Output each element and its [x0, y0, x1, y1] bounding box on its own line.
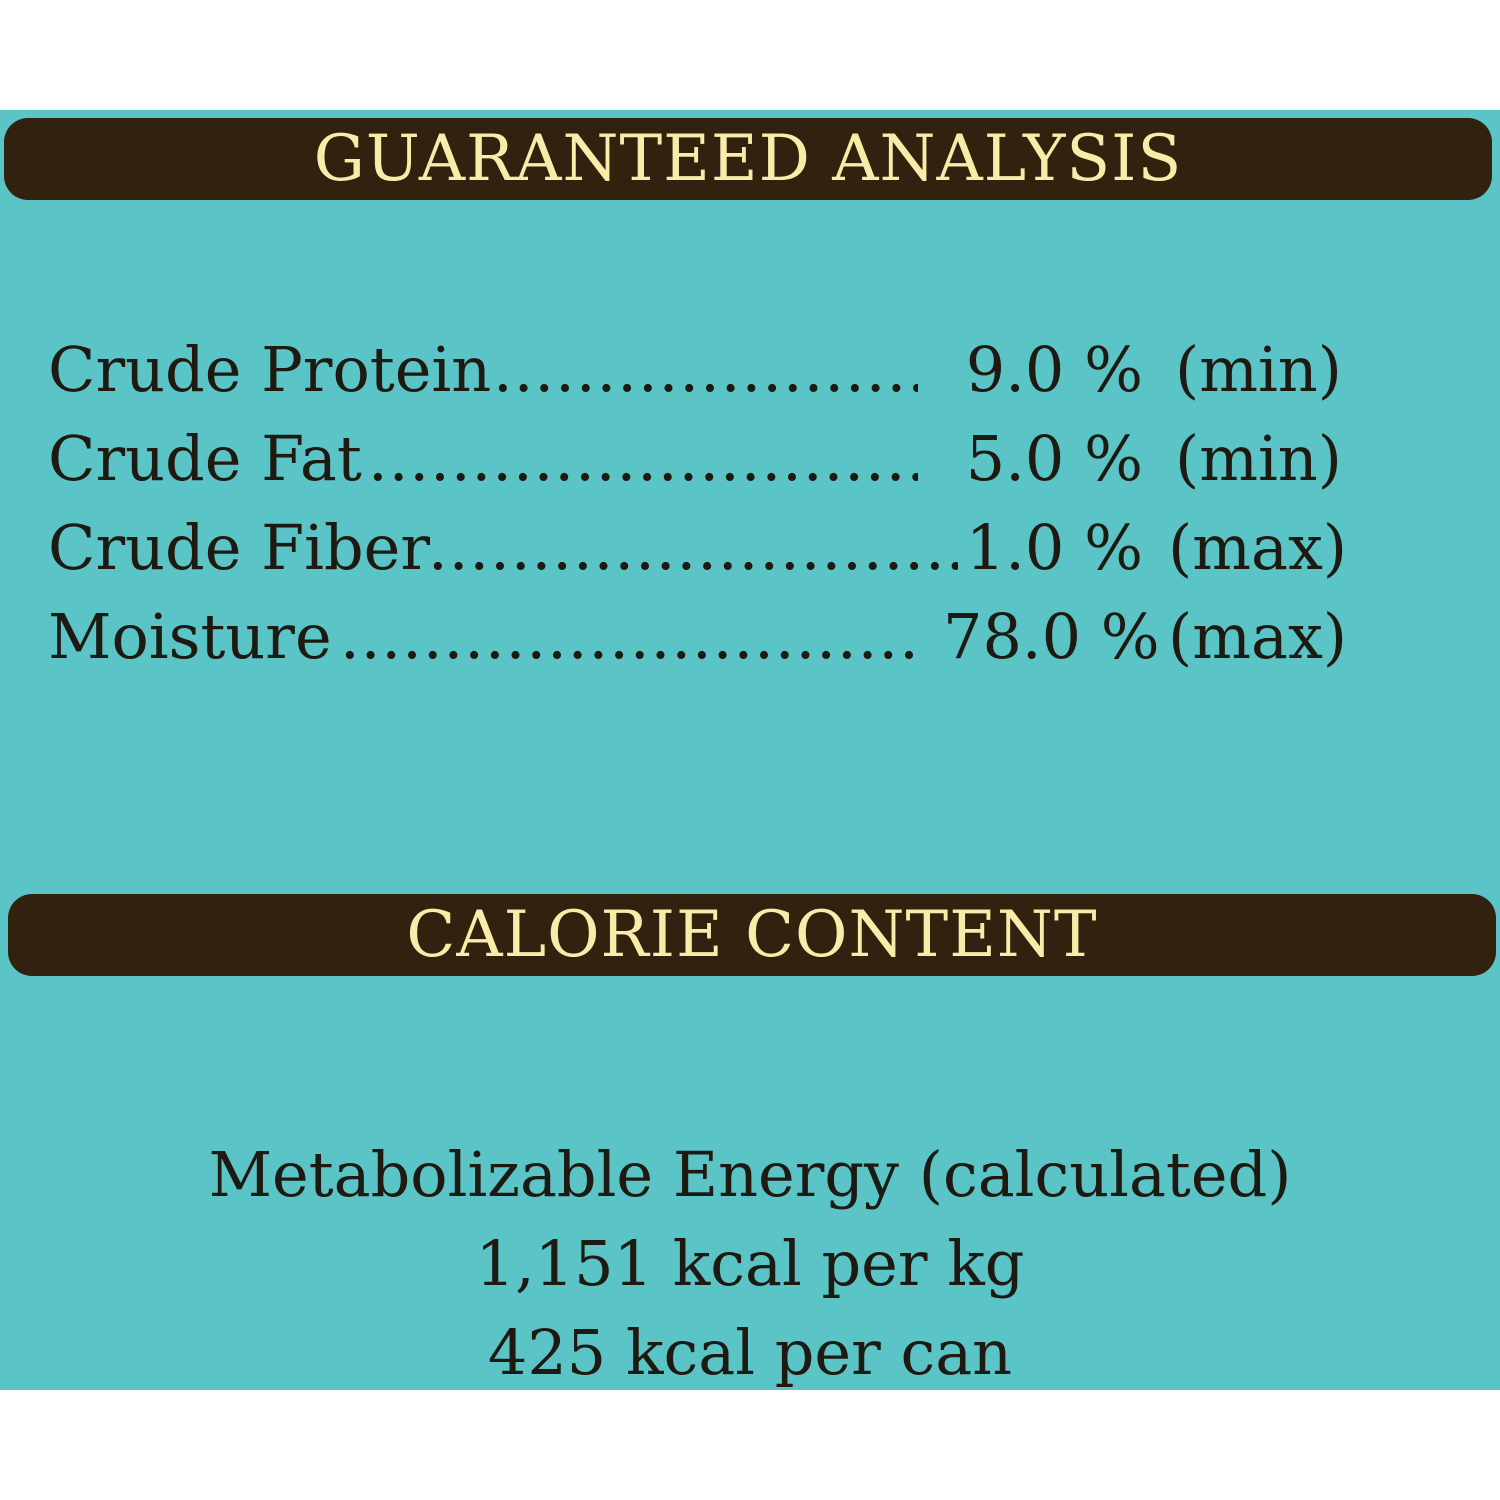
nutrient-qualifier: (max) [1168, 511, 1348, 584]
calorie-content-title: CALORIE CONTENT [406, 898, 1098, 972]
calorie-content-banner: CALORIE CONTENT [8, 894, 1496, 976]
nutrient-name: Crude Protein [48, 333, 492, 406]
label-panel: GUARANTEED ANALYSIS Crude Protein ......… [0, 110, 1500, 1390]
analysis-row-moisture: Moisture ...............................… [48, 592, 1348, 681]
nutrient-qualifier: (min) [1175, 422, 1342, 495]
nutrient-value: 5.0 % [965, 422, 1143, 495]
nutrient-qualifier: (min) [1175, 333, 1342, 406]
analysis-row-crude-fat: Crude Fat ..............................… [48, 414, 1348, 503]
nutrient-name: Crude Fat [48, 422, 362, 495]
energy-heading: Metabolizable Energy (calculated) [208, 1138, 1292, 1211]
nutrient-value: 1.0 % [965, 511, 1143, 584]
energy-per-kg: 1,151 kcal per kg [475, 1227, 1025, 1300]
analysis-row-crude-fiber: Crude Fiber ............................… [48, 503, 1348, 592]
nutrient-qualifier: (max) [1168, 600, 1348, 673]
dot-leader: ........................................… [428, 511, 958, 584]
dot-leader: ........................................… [340, 600, 925, 673]
dot-leader: ........................................… [493, 333, 918, 406]
nutrient-value: 9.0 % [965, 333, 1143, 406]
guaranteed-analysis-banner: GUARANTEED ANALYSIS [4, 118, 1492, 200]
analysis-table: Crude Protein ..........................… [48, 325, 1348, 681]
dot-leader: ........................................… [368, 422, 918, 495]
nutrient-name: Moisture [48, 600, 332, 673]
guaranteed-analysis-title: GUARANTEED ANALYSIS [313, 122, 1183, 196]
analysis-row-crude-protein: Crude Protein ..........................… [48, 325, 1348, 414]
nutrient-name: Crude Fiber [48, 511, 430, 584]
calorie-content-text: Metabolizable Energy (calculated) 1,151 … [0, 1130, 1500, 1397]
energy-per-can: 425 kcal per can [487, 1316, 1013, 1389]
nutrient-value: 78.0 % [943, 600, 1160, 673]
